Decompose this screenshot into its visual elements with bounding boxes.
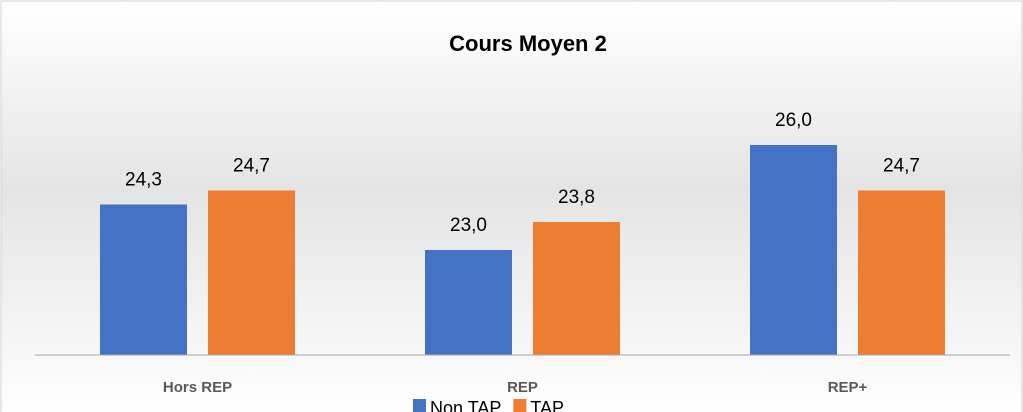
bar [425,250,512,355]
data-label: 23,0 [450,215,487,236]
legend-swatch [513,399,527,412]
bar [100,204,187,355]
data-label: 23,8 [558,187,595,208]
data-label: 24,3 [125,170,162,191]
x-tick-label: Hors REP [163,379,232,396]
legend-label: Non TAP [430,398,501,412]
x-tick-label: REP [507,379,538,396]
legend-swatch [413,399,426,412]
data-label: 26,0 [775,110,812,131]
chart-title: Cours Moyen 2 [449,31,607,56]
data-label: 24,7 [883,156,920,177]
data-label: 24,7 [233,156,270,177]
bar [750,145,837,355]
bar [208,190,295,355]
bar [533,222,620,355]
x-tick-label: REP+ [828,379,868,396]
bar [858,190,945,355]
legend-label: TAP [530,398,564,412]
